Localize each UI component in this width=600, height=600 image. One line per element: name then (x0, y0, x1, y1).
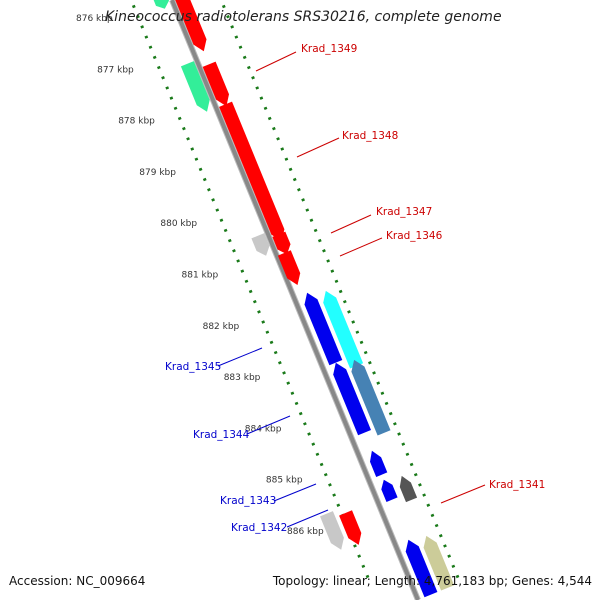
gene-shape (304, 292, 343, 366)
gene-shape (272, 231, 291, 255)
accession-text: Accession: NC_009664 (9, 574, 146, 588)
scale-tick-label: 885 kbp (266, 476, 303, 486)
callout-line-krad-1346 (339, 237, 383, 257)
scale-ruler-line (219, 0, 463, 586)
callout-line-krad-1341 (440, 484, 486, 504)
gene-label-krad-1343: Krad_1343 (220, 495, 276, 507)
gene-label-krad-1345: Krad_1345 (165, 361, 221, 373)
gene-krad-1346 (277, 250, 301, 285)
gene-label-krad-1344: Krad_1344 (193, 429, 250, 441)
scale-rulers (129, 0, 463, 586)
gene-shape (370, 450, 388, 477)
scale-tick-label: 884 kbp (245, 424, 282, 434)
gene-shape (202, 61, 229, 107)
callout-line-krad-1343 (273, 483, 317, 502)
gene-label-krad-1347: Krad_1347 (376, 206, 432, 218)
gene-shape (333, 362, 371, 436)
gene-shape (175, 0, 207, 52)
scale-tick-label: 883 kbp (224, 373, 261, 383)
gene-krad-1341 (320, 511, 344, 550)
scale-tick-label: 877 kbp (97, 65, 134, 75)
gene-callouts: Krad_1349 Krad_1348 Krad_1347 Krad_1346 Krad… (165, 43, 545, 534)
gene-shape (405, 539, 438, 598)
gene-label-krad-1342: Krad_1342 (231, 522, 287, 534)
scale-ticks: 876 kbp 877 kbp 878 kbp 879 kbp 880 kbp 881 k… (76, 14, 324, 537)
scale-tick-label: 881 kbp (182, 271, 219, 281)
gene-krad-1343 (381, 479, 398, 502)
scale-ruler-line (129, 0, 373, 586)
scale-tick-label: 880 kbp (160, 219, 197, 229)
scale-tick-label: 876 kbp (76, 14, 113, 24)
callout-line-krad-1348 (296, 137, 340, 158)
callout-line-krad-1349 (255, 51, 297, 72)
genome-summary: Topology: linear; Length: 4,761,183 bp; … (272, 574, 592, 588)
callout-line-krad-1347 (330, 214, 372, 234)
gene-krad-1348 (219, 101, 285, 242)
scale-tick-label: 878 kbp (118, 117, 155, 127)
gene-shape (423, 535, 455, 591)
gene-label-krad-1346: Krad_1346 (386, 230, 443, 242)
gene-label-krad-1349: Krad_1349 (301, 43, 357, 55)
gene-krad-1345 (323, 290, 364, 369)
gene-krad-1342 (399, 475, 418, 503)
gene-track (153, 0, 455, 598)
gene-label-krad-1348: Krad_1348 (342, 130, 398, 142)
callout-line-krad-1345 (217, 347, 263, 367)
scale-tick-label: 886 kbp (287, 527, 324, 537)
scale-tick-label: 882 kbp (203, 322, 240, 332)
genome-backbone (169, 0, 421, 600)
gene-shape (339, 510, 362, 545)
gene-krad-1347 (251, 233, 270, 256)
gene-label-krad-1341: Krad_1341 (489, 479, 545, 491)
gene-krad-1349 (180, 61, 210, 112)
scale-tick-label: 879 kbp (139, 168, 176, 178)
gene-krad-1344 (351, 359, 391, 436)
callout-line-krad-1342 (286, 509, 329, 528)
gene-shape (153, 0, 169, 9)
callout-line-krad-1344 (246, 415, 291, 435)
genome-title: Kineococcus radiotolerans SRS30216, comp… (105, 9, 502, 25)
